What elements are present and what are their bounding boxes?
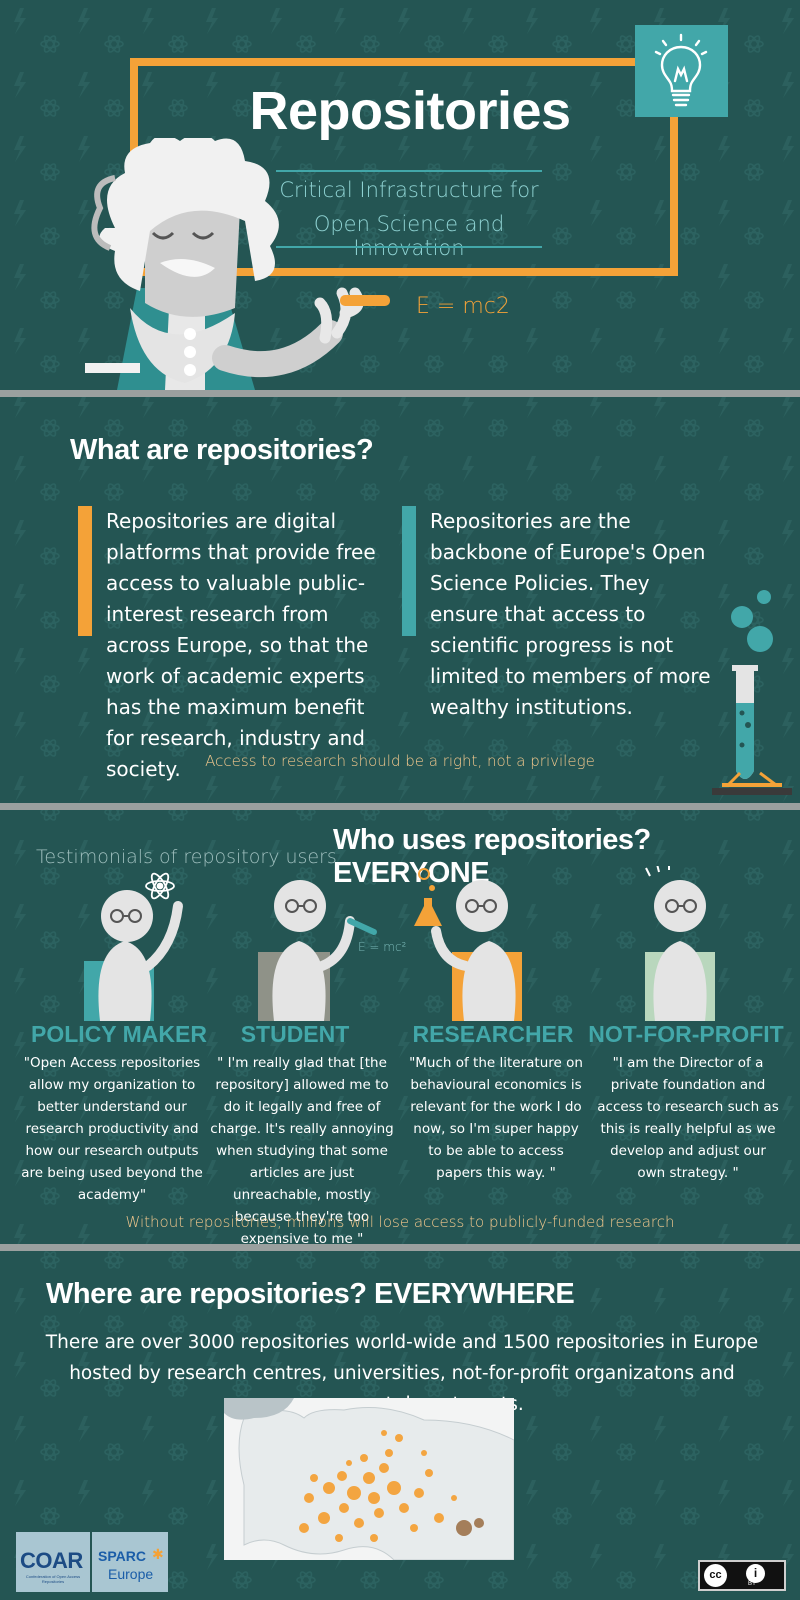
quote-not-for-profit: "I am the Director of a private foundati… xyxy=(597,1055,779,1181)
coar-logo: COAR Confederation of Open Access Reposi… xyxy=(16,1532,90,1592)
who-heading: Who uses repositories? EVERYONE xyxy=(333,824,651,889)
quote-student: " I'm really glad that [the repository] … xyxy=(210,1055,394,1247)
quote-policy-maker: "Open Access repositories allow my organ… xyxy=(21,1055,203,1203)
lightbulb-icon xyxy=(654,33,708,107)
section-divider-3 xyxy=(0,1244,800,1251)
section-divider-2 xyxy=(0,803,800,810)
cc-by-license-badge: cc i BY xyxy=(698,1560,786,1591)
role-policy-maker: POLICY MAKER xyxy=(31,1021,207,1047)
lightbulb-box xyxy=(635,25,728,117)
sparc-star-icon: ✱ xyxy=(152,1546,164,1562)
role-student: STUDENT xyxy=(240,1021,350,1047)
who-tagline: Without repositories, millions will lose… xyxy=(125,1213,675,1231)
hero-section: Repositories Critical Infrastructure for… xyxy=(0,0,800,390)
testimonials-label: Testimonials of repository users xyxy=(36,846,337,868)
accent-bar-orange xyxy=(78,506,92,636)
subtitle-rule-bottom xyxy=(276,246,542,248)
users-illustration xyxy=(84,866,715,1021)
hero-subtitle-line2: Open Science and Innovation xyxy=(313,212,505,260)
section-divider-1 xyxy=(0,390,800,397)
page-title: Repositories xyxy=(249,81,571,141)
accent-bar-teal xyxy=(402,506,416,636)
student-formula: E = mc² xyxy=(358,940,407,954)
cc-icon: cc xyxy=(704,1564,727,1587)
by-label: BY xyxy=(748,1581,757,1587)
hero-subtitle-line1: Critical Infrastructure for xyxy=(279,178,539,202)
subtitle-rule-top xyxy=(276,170,542,172)
coar-logo-subtext: Confederation of Open Access Repositorie… xyxy=(25,1574,81,1584)
where-heading: Where are repositories? EVERYWHERE xyxy=(46,1278,575,1310)
scientist-illustration xyxy=(85,138,390,390)
sparc-logo-text: SPARC xyxy=(98,1548,146,1564)
hero-formula: E = mc2 xyxy=(416,294,510,319)
what-para-left: Repositories are digital platforms that … xyxy=(106,509,376,781)
europe-map xyxy=(224,1398,514,1560)
what-heading: What are repositories? xyxy=(70,434,374,466)
what-para-right: Repositories are the backbone of Europe'… xyxy=(430,509,711,719)
test-tube-illustration xyxy=(712,590,792,795)
sparc-europe-text: Europe xyxy=(108,1566,154,1582)
sparc-europe-logo: SPARC ✱ Europe xyxy=(92,1532,168,1592)
quote-researcher: "Much of the literature on behavioural e… xyxy=(409,1055,583,1181)
attribution-icon: i xyxy=(746,1564,765,1583)
coar-logo-text: COAR xyxy=(20,1548,83,1573)
role-not-for-profit: NOT-FOR-PROFIT xyxy=(588,1021,784,1047)
role-researcher: RESEARCHER xyxy=(412,1021,574,1047)
what-tagline: Access to research should be a right, no… xyxy=(205,752,595,770)
